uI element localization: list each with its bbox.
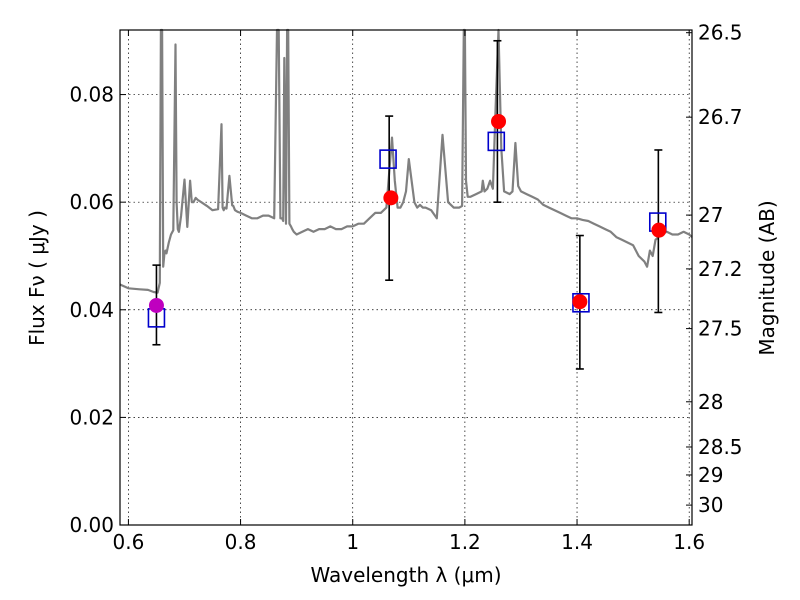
grid-lines bbox=[120, 30, 692, 526]
x-tick-label: 0.8 bbox=[225, 530, 257, 554]
synthetic-photometry-square bbox=[487, 131, 506, 152]
magnitude-tick-label: 26.5 bbox=[698, 21, 743, 45]
marker-layer bbox=[147, 113, 667, 328]
errorbar-layer bbox=[152, 39, 663, 370]
magnitude-tick-label: 26.7 bbox=[698, 105, 743, 129]
magnitude-tick-label: 28 bbox=[698, 390, 723, 414]
magnitude-tick-label: 29 bbox=[698, 463, 723, 487]
magnitude-tick-label: 30 bbox=[698, 493, 723, 517]
plot-frame bbox=[119, 29, 693, 526]
right-axis-label: Magnitude (AB) bbox=[755, 200, 779, 355]
y-tick-label: 0.02 bbox=[69, 405, 114, 429]
y-tick-label: 0.00 bbox=[69, 513, 114, 537]
y-tick-label: 0.06 bbox=[69, 190, 114, 214]
spectrum-line bbox=[119, 28, 693, 294]
model-point-circle bbox=[572, 294, 588, 310]
magnitude-tick-label: 28.5 bbox=[698, 435, 743, 459]
x-tick-label: 1.6 bbox=[673, 530, 705, 554]
magnitude-tick-label: 27 bbox=[698, 203, 723, 227]
x-axis-label: Wavelength λ (μm) bbox=[310, 563, 501, 587]
x-tick-label: 0.6 bbox=[113, 530, 145, 554]
x-tick-label: 1.4 bbox=[561, 530, 593, 554]
synthetic-photometry-square bbox=[379, 149, 397, 169]
model-point-circle bbox=[383, 190, 399, 206]
y-tick-label: 0.08 bbox=[69, 83, 114, 107]
magnitude-tick-label: 27.2 bbox=[698, 257, 743, 281]
model-point-circle bbox=[651, 222, 667, 238]
x-tick-label: 1.2 bbox=[449, 530, 481, 554]
spectrum-layer bbox=[119, 28, 693, 294]
x-tick-label: 1 bbox=[346, 530, 359, 554]
model-point-circle bbox=[148, 297, 164, 313]
model-point-circle bbox=[491, 113, 507, 129]
y-tick-label: 0.04 bbox=[69, 298, 114, 322]
magnitude-tick-label: 27.5 bbox=[698, 317, 743, 341]
y-axis-label: Flux Fν ( μJy ) bbox=[25, 210, 49, 346]
tick-layer: 0.6 0.8 1 1.2 1.4 1.6 0.00 0.02 0.04 0.06 0.08 26.5… bbox=[69, 21, 742, 554]
